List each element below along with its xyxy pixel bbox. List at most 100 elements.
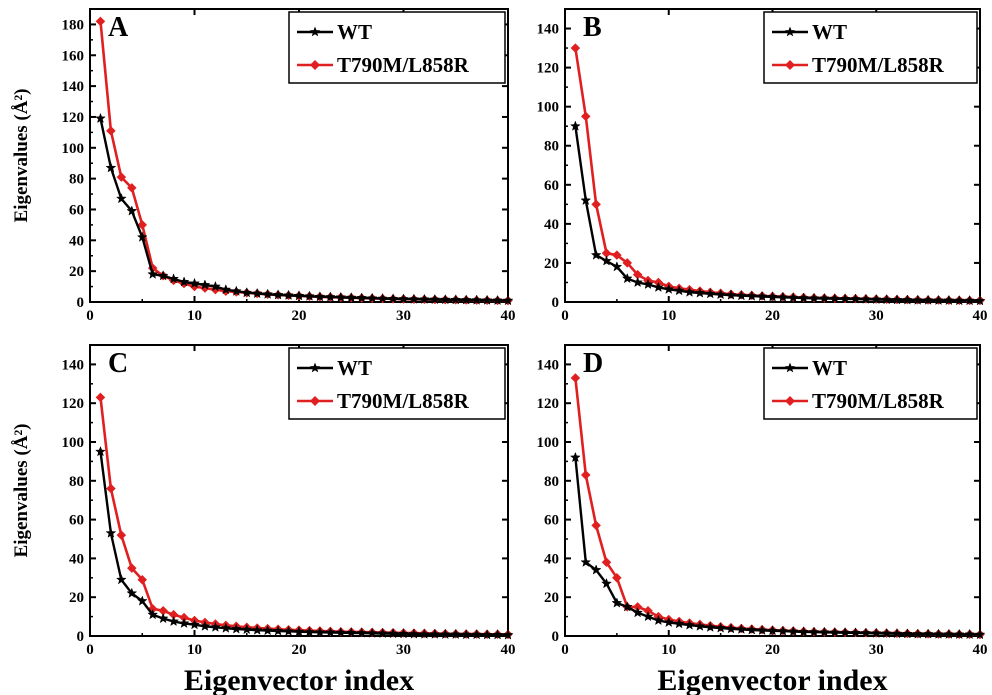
data-point [580,470,591,480]
data-point [974,628,986,640]
data-point [611,597,623,608]
data-point [106,125,116,136]
data-point [178,276,190,287]
y-tick-label: 80 [69,172,84,188]
data-point [715,622,727,633]
data-point [450,294,462,305]
data-point [199,620,211,631]
data-point [632,276,644,288]
legend-marker [784,362,796,373]
data-point [335,626,347,638]
series-wt [569,451,986,640]
data-point [366,292,378,303]
legend-label: WT [337,20,372,44]
data-point [324,291,336,302]
legend: WT T790M/L858R [288,347,506,420]
x-tick-label: 10 [187,308,202,324]
data-point [621,601,633,612]
series-wt [95,445,514,640]
data-point [953,628,965,640]
data-point [429,293,441,305]
y-tick-label: 0 [552,629,560,645]
data-point [673,284,685,296]
data-point [241,623,253,635]
y-tick-label: 100 [537,435,560,451]
legend-marker [310,60,320,70]
data-point [293,625,305,637]
data-point [881,293,893,305]
data-point [912,294,924,305]
data-point [694,287,706,298]
x-tick-label: 30 [869,308,884,324]
data-point [829,292,841,304]
data-point [652,614,664,626]
data-point [345,291,357,303]
y-tick-label: 120 [62,110,85,126]
data-point [241,286,253,298]
data-point [262,288,274,299]
data-point [126,183,137,193]
data-point [580,194,592,206]
y-tick-label: 20 [544,256,559,272]
series-line [99,451,509,637]
panel-d: 0 10 20 30 40 0 20 40 60 80 100 120 140 D WT T790M/L858… [537,344,988,695]
data-point [178,617,190,628]
legend-box [288,11,506,84]
data-point [684,619,695,630]
data-point [220,283,232,295]
data-point [569,120,581,131]
data-point [283,625,294,637]
y-tick-label: 40 [69,233,84,249]
x-tick-label: 10 [661,642,676,658]
data-point [933,628,944,639]
data-point [230,285,242,296]
panel-a: 0 10 20 30 40 0 20 40 60 80 100 120 140 160 180 A WT T790… [11,8,516,324]
data-point [272,625,284,636]
x-tick-label: 40 [501,308,516,324]
y-tick-label: 20 [69,590,84,606]
data-point [735,289,747,301]
y-tick-label: 40 [69,551,84,567]
y-tick-label: 100 [62,435,85,451]
series-line [574,47,980,302]
x-tick-label: 30 [396,642,411,658]
data-point [767,291,778,302]
data-point [136,231,148,242]
y-tick-label: 140 [62,357,85,373]
panel-label: C [108,348,128,379]
data-point [126,205,138,216]
data-point [850,627,861,638]
data-point [283,289,294,300]
data-point [137,220,148,230]
data-point [356,292,368,303]
data-point [777,291,789,302]
y-axis-label: Eigenvalues (Å²) [11,89,32,223]
data-point [502,629,514,640]
data-point [95,112,106,124]
legend-box [763,11,978,84]
data-point [870,627,882,638]
data-point [964,294,976,306]
panel-c: 0 10 20 30 40 0 20 40 60 80 100 120 140 C WT T790M/L858… [11,344,516,695]
data-point [756,290,768,302]
data-point [189,277,200,289]
data-point [756,624,768,635]
data-point [377,292,389,304]
data-point [147,608,159,620]
data-point [398,628,409,639]
data-point [324,626,336,638]
y-tick-label: 60 [69,513,84,529]
legend-marker [785,396,795,406]
y-tick-label: 60 [544,178,559,194]
data-point [230,623,242,634]
data-point [746,624,758,635]
x-axis-label: Eigenvector index [184,664,414,695]
data-point [922,628,934,639]
x-tick-label: 10 [661,308,676,324]
y-tick-label: 80 [544,474,559,490]
data-point [891,294,903,305]
legend: WT T790M/L858R [763,11,978,84]
data-point [777,625,789,636]
data-point [471,294,483,305]
x-tick-label: 0 [561,642,569,658]
